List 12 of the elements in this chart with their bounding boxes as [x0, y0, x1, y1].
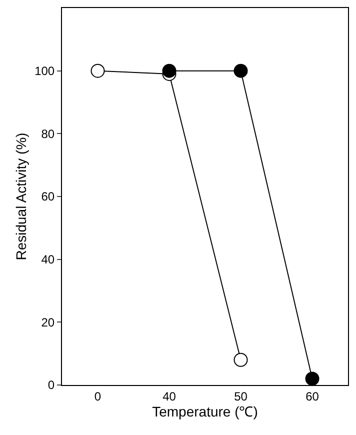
y-tick-label: 100 [34, 64, 55, 78]
y-tick-label: 20 [41, 315, 55, 330]
y-tick-label: 60 [41, 190, 55, 204]
y-tick-label: 80 [41, 126, 55, 141]
x-tick-label: 50 [234, 389, 248, 404]
y-axis-title: Residual Activity (%) [13, 132, 30, 260]
x-tick-label: 0 [94, 389, 102, 404]
x-tick-label: 40 [162, 389, 176, 404]
y-tick-label: 0 [48, 378, 55, 392]
x-tick-label: 60 [306, 389, 320, 404]
y-tick-label: 40 [41, 252, 55, 267]
x-axis-title: Temperature (℃) [152, 404, 258, 420]
